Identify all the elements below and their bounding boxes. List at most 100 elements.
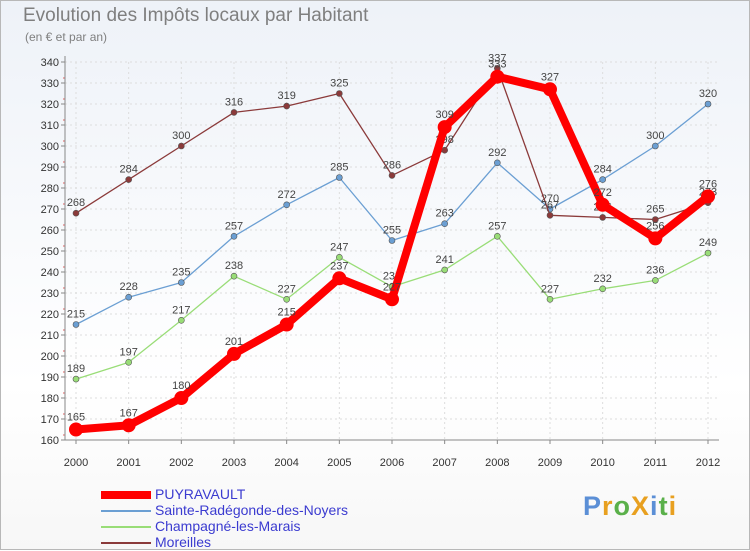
data-point bbox=[388, 172, 396, 179]
data-label: 227 bbox=[383, 281, 401, 293]
data-label: 327 bbox=[541, 71, 559, 83]
data-label: 272 bbox=[277, 189, 295, 201]
data-point bbox=[69, 422, 83, 437]
y-tick-label: 240 bbox=[41, 267, 59, 279]
data-label: 320 bbox=[699, 88, 717, 100]
data-label: 217 bbox=[172, 304, 190, 316]
data-point bbox=[174, 391, 189, 405]
y-tick-label: 300 bbox=[41, 141, 59, 153]
x-tick-label: 2007 bbox=[432, 457, 456, 469]
data-label: 227 bbox=[541, 283, 559, 295]
data-point bbox=[490, 69, 505, 84]
y-tick-label: 160 bbox=[41, 435, 59, 447]
data-point bbox=[72, 209, 80, 217]
data-point bbox=[543, 82, 557, 97]
data-point bbox=[441, 266, 448, 274]
y-tick-label: 180 bbox=[41, 393, 59, 405]
data-label: 247 bbox=[330, 241, 348, 253]
logo-letter: r bbox=[602, 491, 614, 521]
data-point bbox=[546, 212, 554, 219]
data-point bbox=[336, 174, 343, 181]
data-point bbox=[704, 249, 712, 257]
data-point bbox=[336, 253, 343, 261]
data-label: 197 bbox=[119, 346, 137, 358]
data-point bbox=[72, 321, 80, 328]
data-label: 256 bbox=[646, 220, 664, 232]
logo-letter: i bbox=[668, 491, 678, 521]
x-tick-label: 2002 bbox=[169, 457, 193, 469]
data-label: 257 bbox=[225, 220, 243, 232]
x-tick-label: 2008 bbox=[485, 457, 509, 469]
data-label: 285 bbox=[330, 162, 348, 174]
legend-label: Moreilles bbox=[155, 534, 212, 550]
legend-swatch bbox=[101, 491, 151, 499]
data-label: 215 bbox=[277, 307, 295, 319]
data-label: 249 bbox=[699, 237, 717, 249]
y-tick-label: 330 bbox=[41, 78, 59, 90]
data-label: 201 bbox=[225, 336, 243, 348]
data-point bbox=[648, 231, 663, 246]
data-label: 227 bbox=[277, 283, 295, 295]
data-label: 257 bbox=[488, 220, 506, 232]
y-tick-label: 210 bbox=[41, 330, 59, 342]
data-point bbox=[599, 285, 606, 293]
data-point bbox=[230, 109, 238, 116]
logo-letter: i bbox=[650, 491, 659, 521]
data-label: 267 bbox=[541, 199, 559, 211]
data-point bbox=[72, 375, 80, 383]
proxiti-logo: ProXiti bbox=[583, 491, 677, 522]
data-label: 316 bbox=[225, 96, 243, 108]
data-point bbox=[283, 102, 290, 110]
data-point bbox=[279, 317, 294, 332]
data-point bbox=[121, 418, 136, 433]
data-point bbox=[546, 295, 554, 303]
data-point bbox=[178, 142, 185, 150]
y-tick-label: 280 bbox=[41, 183, 59, 195]
x-tick-label: 2001 bbox=[116, 457, 140, 469]
y-tick-label: 190 bbox=[41, 372, 59, 384]
y-tick-label: 320 bbox=[41, 99, 59, 111]
y-tick-label: 290 bbox=[41, 162, 59, 174]
data-label: 300 bbox=[646, 130, 664, 142]
data-point bbox=[652, 216, 659, 223]
legend-swatch bbox=[101, 510, 151, 512]
data-point bbox=[283, 295, 290, 303]
data-label: 300 bbox=[172, 130, 190, 142]
data-label: 263 bbox=[435, 208, 453, 220]
data-label: 237 bbox=[330, 260, 348, 272]
data-point bbox=[652, 277, 659, 284]
data-label: 325 bbox=[330, 78, 348, 90]
data-label: 276 bbox=[699, 178, 717, 190]
legend-label: Champagné-les-Marais bbox=[155, 518, 301, 534]
data-point bbox=[441, 220, 448, 227]
x-tick-label: 2009 bbox=[538, 457, 562, 469]
data-point bbox=[595, 197, 610, 212]
y-tick-label: 340 bbox=[41, 57, 59, 69]
y-tick-label: 250 bbox=[41, 246, 59, 258]
data-label: 165 bbox=[67, 412, 85, 424]
data-label: 189 bbox=[67, 363, 85, 375]
data-label: 284 bbox=[593, 164, 611, 176]
data-label: 180 bbox=[172, 380, 190, 392]
data-point bbox=[336, 90, 343, 97]
data-point bbox=[332, 271, 347, 286]
y-tick-label: 260 bbox=[41, 225, 59, 237]
data-label: 228 bbox=[119, 281, 137, 293]
data-point bbox=[704, 100, 712, 108]
legend-swatch bbox=[101, 542, 151, 544]
x-tick-label: 2004 bbox=[274, 457, 298, 469]
data-label: 333 bbox=[488, 59, 506, 71]
logo-letter: P bbox=[583, 491, 603, 521]
data-point bbox=[227, 346, 241, 361]
y-tick-label: 170 bbox=[41, 414, 59, 426]
data-point bbox=[437, 120, 452, 135]
data-point bbox=[178, 279, 185, 286]
data-label: 272 bbox=[593, 187, 611, 199]
data-label: 232 bbox=[593, 273, 611, 285]
data-point bbox=[388, 237, 396, 244]
data-label: 215 bbox=[67, 309, 85, 321]
x-tick-label: 2005 bbox=[327, 457, 351, 469]
data-label: 235 bbox=[172, 267, 190, 279]
logo-letter: t bbox=[658, 491, 669, 521]
